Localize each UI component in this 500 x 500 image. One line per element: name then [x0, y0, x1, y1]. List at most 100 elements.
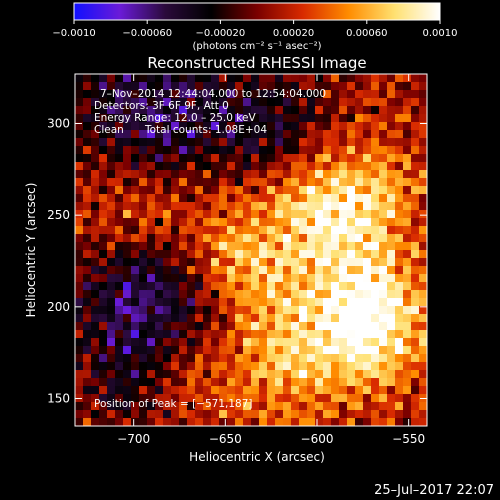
heatmap-cell — [179, 98, 188, 107]
heatmap-cell — [307, 74, 316, 83]
heatmap-cell — [75, 186, 84, 195]
heatmap-cell — [179, 418, 188, 426]
heatmap-cell — [243, 74, 252, 83]
colorbar: −0.0010 −0.00060 −0.00020 0.00020 0.00060 0.0… — [52, 2, 458, 52]
heatmap-cell — [347, 410, 356, 419]
heatmap-cell — [107, 202, 116, 211]
heatmap-cell — [291, 298, 300, 307]
heatmap-cell — [155, 82, 164, 91]
heatmap-cell — [155, 218, 164, 227]
heatmap-cell — [379, 322, 388, 331]
heatmap-cell — [123, 242, 132, 251]
heatmap-cell — [83, 266, 92, 275]
heatmap-cell — [243, 162, 252, 171]
heatmap-cell — [259, 282, 268, 291]
heatmap-cell — [179, 138, 188, 147]
heatmap-cell — [123, 258, 132, 267]
heatmap-cell — [211, 138, 220, 147]
heatmap-cell — [235, 418, 244, 426]
heatmap-cell — [227, 98, 236, 107]
y-tick-label: 300 — [47, 117, 70, 131]
heatmap-cell — [139, 370, 148, 379]
heatmap-cell — [139, 226, 148, 235]
heatmap-cell — [419, 242, 427, 251]
heatmap-cell — [355, 274, 364, 283]
heatmap-cell — [123, 266, 132, 275]
heatmap-cell — [163, 202, 172, 211]
heatmap-cell — [395, 394, 404, 403]
heatmap-cell — [387, 410, 396, 419]
heatmap-cell — [227, 178, 236, 187]
heatmap-cell — [83, 418, 92, 426]
heatmap-cell — [419, 258, 427, 267]
heatmap-cell — [315, 410, 324, 419]
heatmap-cell — [243, 274, 252, 283]
heatmap-cell — [195, 178, 204, 187]
heatmap-cell — [139, 306, 148, 315]
heatmap-cell — [275, 218, 284, 227]
heatmap-cell — [395, 274, 404, 283]
heatmap-cell — [395, 362, 404, 371]
heatmap-cell — [339, 186, 348, 195]
heatmap-cell — [291, 418, 300, 426]
heatmap-cell — [315, 402, 324, 411]
heatmap-cell — [171, 354, 180, 363]
heatmap-cell — [83, 170, 92, 179]
heatmap-cell — [331, 202, 340, 211]
heatmap-cell — [291, 402, 300, 411]
heatmap-cell — [363, 202, 372, 211]
heatmap-cell — [131, 186, 140, 195]
heatmap-cell — [387, 146, 396, 155]
heatmap-cell — [195, 290, 204, 299]
heatmap-cell — [387, 114, 396, 123]
heatmap-cell — [299, 290, 308, 299]
heatmap-cell — [315, 338, 324, 347]
heatmap-cell — [339, 346, 348, 355]
heatmap-cell — [323, 306, 332, 315]
heatmap-cell — [259, 218, 268, 227]
heatmap-cell — [203, 274, 212, 283]
heatmap-cell — [75, 250, 84, 259]
annotation-method: Clean — [94, 124, 124, 136]
heatmap-cell — [315, 290, 324, 299]
heatmap-cell — [307, 90, 316, 99]
heatmap-cell — [315, 394, 324, 403]
heatmap-cell — [403, 346, 412, 355]
heatmap-cell — [75, 114, 84, 123]
heatmap-cell — [179, 378, 188, 387]
heatmap-cell — [91, 322, 100, 331]
heatmap-cell — [323, 154, 332, 163]
heatmap-cell — [115, 90, 124, 99]
heatmap-cell — [331, 122, 340, 131]
heatmap-cell — [115, 370, 124, 379]
heatmap-cell — [99, 370, 108, 379]
heatmap-cell — [267, 114, 276, 123]
heatmap-cell — [235, 378, 244, 387]
heatmap-cell — [395, 290, 404, 299]
heatmap-cell — [211, 322, 220, 331]
heatmap-cell — [347, 194, 356, 203]
heatmap-cell — [371, 354, 380, 363]
heatmap-cell — [243, 386, 252, 395]
heatmap-cell — [243, 218, 252, 227]
heatmap-cell — [419, 226, 427, 235]
heatmap-cell — [419, 346, 427, 355]
heatmap-cell — [411, 234, 420, 243]
heatmap-cell — [251, 290, 260, 299]
heatmap-cell — [291, 226, 300, 235]
heatmap-cell — [179, 266, 188, 275]
heatmap-cell — [75, 354, 84, 363]
heatmap-cell — [163, 338, 172, 347]
heatmap-cell — [275, 130, 284, 139]
heatmap-cell — [251, 370, 260, 379]
heatmap-cell — [291, 146, 300, 155]
heatmap-cell — [195, 170, 204, 179]
heatmap-cell — [75, 274, 84, 283]
heatmap-cell — [147, 138, 156, 147]
heatmap-cell — [331, 282, 340, 291]
heatmap-cell — [179, 234, 188, 243]
heatmap-cell — [331, 402, 340, 411]
heatmap-cell — [363, 282, 372, 291]
heatmap-cell — [251, 242, 260, 251]
heatmap-cell — [291, 82, 300, 91]
